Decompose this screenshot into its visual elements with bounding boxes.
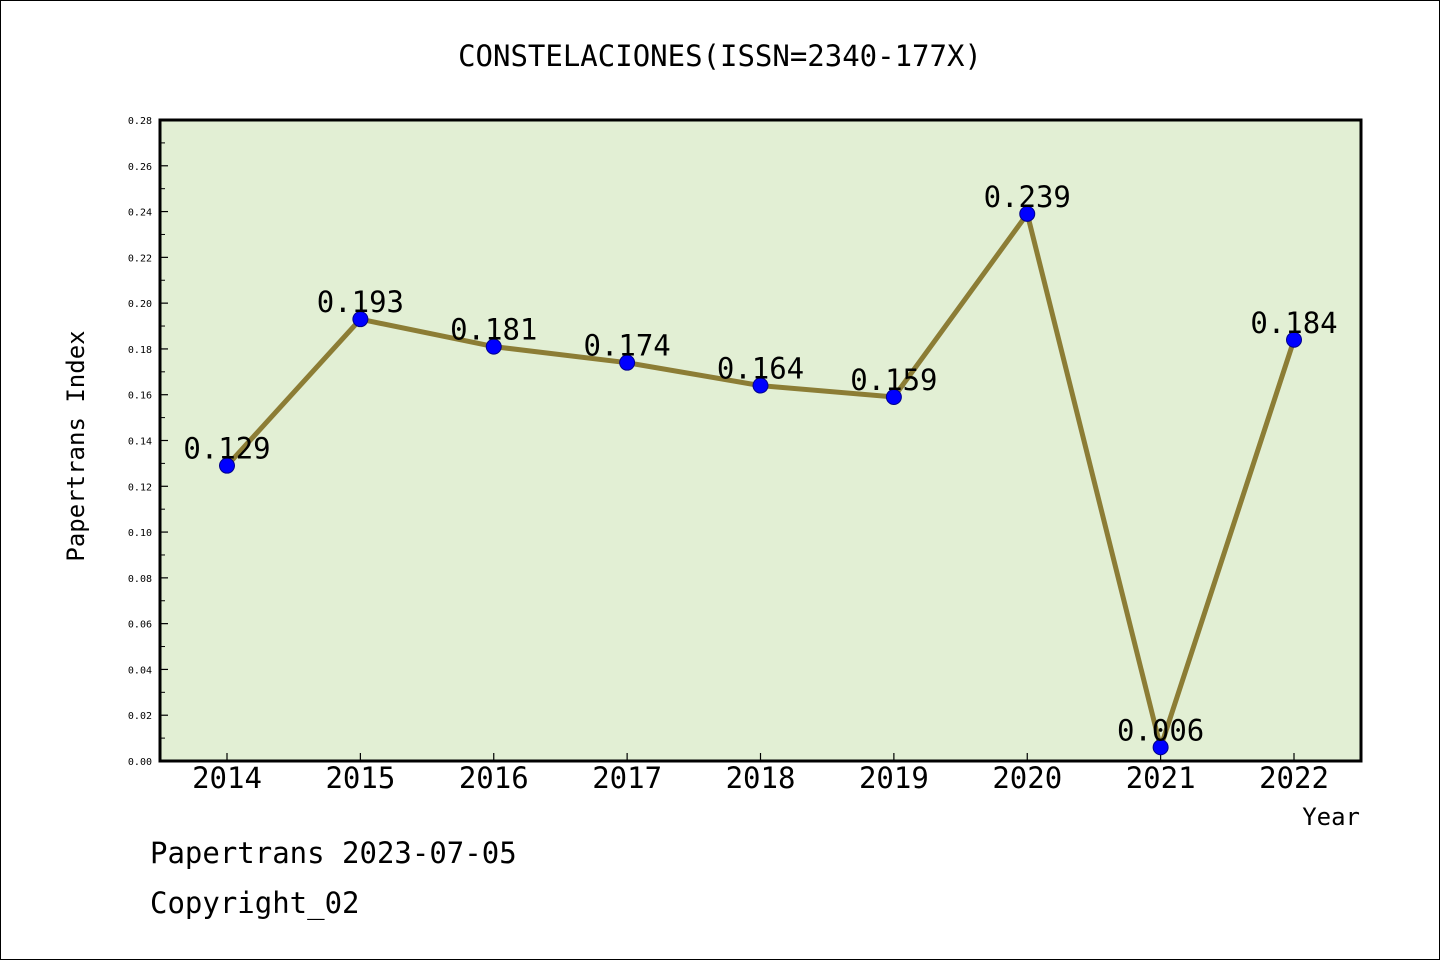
data-point bbox=[1019, 205, 1036, 222]
y-tick-label: 0.22 bbox=[128, 253, 152, 264]
y-tick-label: 0.00 bbox=[128, 757, 152, 768]
x-axis-label: Year bbox=[1302, 803, 1360, 831]
data-point bbox=[885, 389, 902, 406]
data-point bbox=[352, 311, 369, 328]
data-point bbox=[485, 338, 502, 355]
y-tick-label: 0.10 bbox=[128, 528, 152, 539]
series-markers bbox=[219, 205, 1302, 756]
plot-area bbox=[158, 118, 1363, 763]
x-axis: 2014 2015 2016 2017 2018 2019 2020 2021 2022 bbox=[192, 753, 1329, 795]
x-tick-label: 2017 bbox=[592, 761, 662, 795]
x-tick-label: 2014 bbox=[192, 761, 262, 795]
x-tick-label: 2016 bbox=[459, 761, 529, 795]
y-tick-label: 0.12 bbox=[128, 482, 152, 493]
y-tick-label: 0.28 bbox=[128, 116, 152, 127]
x-tick-label: 2021 bbox=[1126, 761, 1196, 795]
data-label: 0.239 bbox=[984, 180, 1071, 214]
x-tick-label: 2022 bbox=[1259, 761, 1329, 795]
data-label: 0.129 bbox=[183, 432, 270, 466]
y-tick-label: 0.16 bbox=[128, 391, 152, 402]
x-tick-label: 2019 bbox=[859, 761, 929, 795]
chart-title: CONSTELACIONES(ISSN=2340-177X) bbox=[458, 39, 982, 73]
y-tick-label: 0.08 bbox=[128, 574, 152, 585]
data-label: 0.174 bbox=[583, 329, 670, 363]
data-label: 0.159 bbox=[850, 363, 937, 397]
data-label: 0.181 bbox=[450, 313, 537, 347]
x-tick-label: 2020 bbox=[992, 761, 1062, 795]
y-tick-label: 0.20 bbox=[128, 299, 152, 310]
x-tick-label: 2015 bbox=[325, 761, 395, 795]
data-point bbox=[1286, 331, 1302, 348]
y-tick-label: 0.18 bbox=[128, 345, 152, 356]
footer-copyright: Copyright_02 bbox=[150, 886, 360, 920]
x-tick-label: 2018 bbox=[726, 761, 796, 795]
data-point bbox=[752, 377, 769, 394]
data-point bbox=[619, 354, 636, 371]
data-label: 0.164 bbox=[717, 352, 804, 386]
data-point bbox=[219, 457, 235, 474]
y-tick-label: 0.02 bbox=[128, 711, 152, 722]
data-label: 0.006 bbox=[1117, 713, 1204, 747]
y-axis-label: Papertrans Index bbox=[62, 330, 90, 561]
footer-date: Papertrans 2023-07-05 bbox=[150, 836, 517, 870]
data-label: 0.184 bbox=[1250, 306, 1337, 340]
data-point bbox=[1152, 739, 1169, 756]
data-labels: 0.129 0.193 0.181 0.174 0.164 0.159 0.239 0.006… bbox=[183, 180, 1337, 747]
y-tick-label: 0.14 bbox=[128, 437, 152, 448]
y-tick-label: 0.04 bbox=[128, 665, 152, 676]
y-tick-label: 0.24 bbox=[128, 208, 152, 219]
y-tick-label: 0.06 bbox=[128, 620, 152, 631]
y-tick-label: 0.26 bbox=[128, 162, 152, 173]
y-axis: 0.00 0.02 0.04 0.06 0.08 0.10 0.12 0.14 0.16 0.18… bbox=[128, 116, 168, 768]
data-label: 0.193 bbox=[317, 285, 404, 319]
